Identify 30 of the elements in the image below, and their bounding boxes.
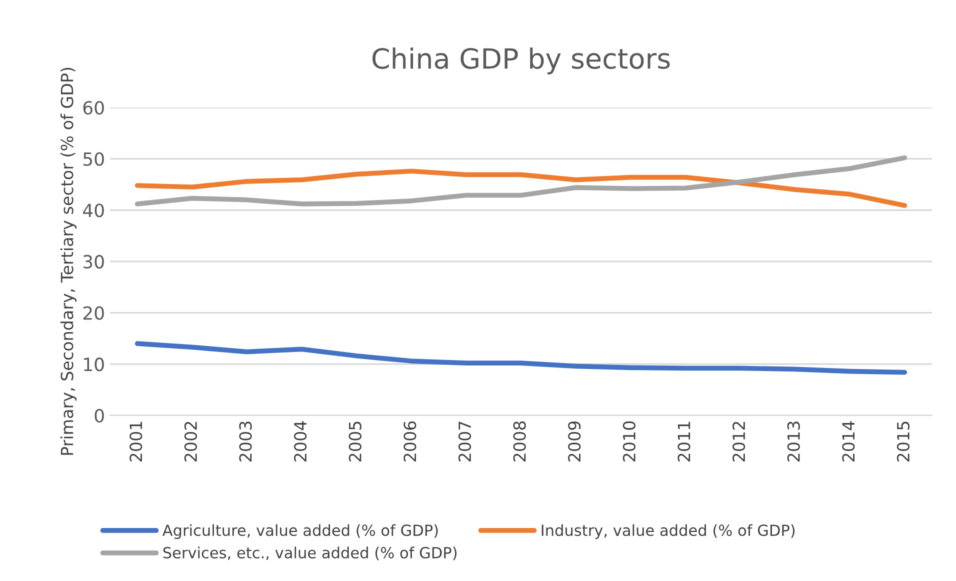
y-tick-label: 20 (83, 306, 104, 320)
y-tick-label: 40 (82, 204, 104, 218)
x-tick-label: 2002 (184, 422, 197, 462)
x-tick-label: 2014 (842, 421, 855, 462)
y-tick-label: 60 (83, 100, 104, 115)
y-axis-title: Primary, Secondary, Tertiary sector (% of GDP) (60, 68, 77, 455)
legend-label: Services, etc., value added (% of GDP) (163, 546, 457, 560)
chart-title: China GDP by sectors (372, 47, 670, 74)
x-tick-label: 2011 (678, 422, 690, 462)
y-tick-label: 30 (83, 254, 104, 269)
x-tick-label: 2001 (130, 422, 142, 462)
x-tick-label: 2004 (294, 421, 307, 462)
x-tick-label: 2003 (239, 422, 252, 462)
x-tick-label: 2008 (513, 421, 526, 462)
legend-label: Industry, value added (% of GDP) (542, 524, 795, 540)
x-tick-label: 2015 (896, 422, 910, 462)
y-tick-label: 0 (94, 408, 104, 423)
x-tick-label: 2013 (787, 422, 800, 462)
x-tick-label: 2012 (732, 422, 746, 462)
line-series (134, 341, 908, 375)
x-tick-label: 2007 (458, 422, 472, 462)
line-series (134, 168, 908, 208)
x-tick-label: 2010 (622, 421, 636, 462)
y-tick-label: 10 (84, 358, 104, 372)
x-tick-label: 2009 (568, 421, 581, 462)
line-series (134, 155, 908, 206)
x-tick-label: 2005 (348, 422, 362, 462)
y-tick-label: 50 (83, 152, 104, 166)
legend-label: Agriculture, value added (% of GDP) (162, 524, 438, 540)
x-tick-label: 2006 (404, 421, 416, 462)
